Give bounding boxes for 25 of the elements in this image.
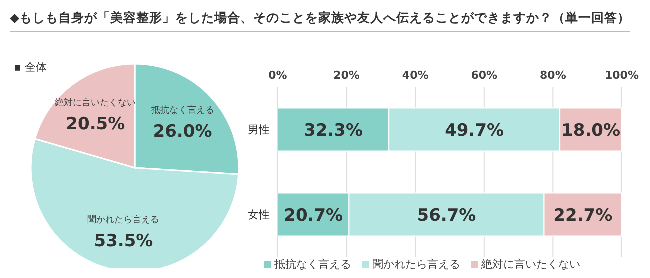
x-tick-label: 0%	[268, 69, 288, 82]
slice-label: 絶対に言いたくない	[54, 98, 136, 109]
x-tick-label: 80%	[540, 69, 566, 82]
x-tick-label: 100%	[605, 69, 639, 82]
data-label: 53.5%	[94, 232, 154, 252]
y-tick-label: 女性	[248, 208, 270, 222]
x-tick-label: 60%	[471, 69, 498, 82]
chart-subtitle: ▪ 全体	[14, 60, 47, 75]
data-label: 20.7%	[284, 206, 344, 226]
x-tick-label: 40%	[402, 69, 429, 82]
legend-label: 絶対に言いたくない	[482, 258, 580, 271]
data-label: 18.0%	[562, 120, 621, 141]
data-label: 22.7%	[554, 206, 613, 226]
data-label: 26.0%	[153, 122, 212, 142]
data-label: 20.5%	[66, 114, 126, 135]
legend-label: 聞かれたら言える	[372, 258, 460, 271]
text: ◆もしも自身が「美容整形」をした場合、そのことを家族や友人へ伝えることができますか？（単一回答）	[10, 10, 631, 32]
x-tick-label: 20%	[334, 69, 360, 82]
data-label: 56.7%	[417, 206, 476, 226]
data-label: 32.3%	[304, 120, 364, 141]
data-label: 49.7%	[445, 120, 504, 141]
legend-label: 抵抗なく言える	[274, 258, 352, 271]
slice-label: 聞かれたら言える	[88, 214, 160, 226]
slice-label: 抵抗なく言える	[150, 105, 214, 116]
y-tick-label: 男性	[248, 123, 270, 136]
